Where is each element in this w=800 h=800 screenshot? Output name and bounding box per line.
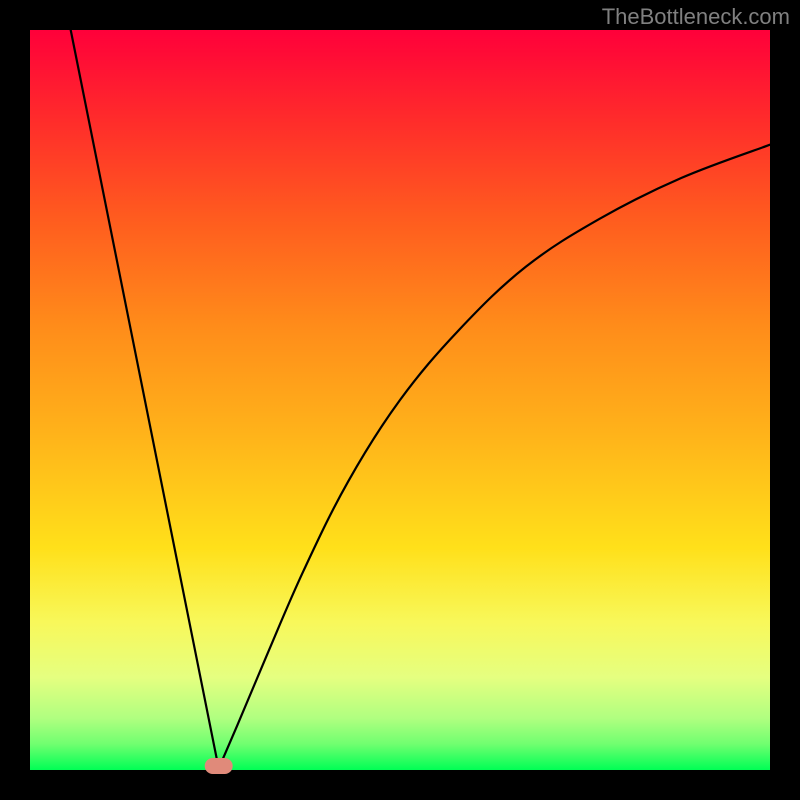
chart-container: TheBottleneck.com	[0, 0, 800, 800]
min-marker	[205, 758, 233, 774]
bottleneck-chart	[0, 0, 800, 800]
